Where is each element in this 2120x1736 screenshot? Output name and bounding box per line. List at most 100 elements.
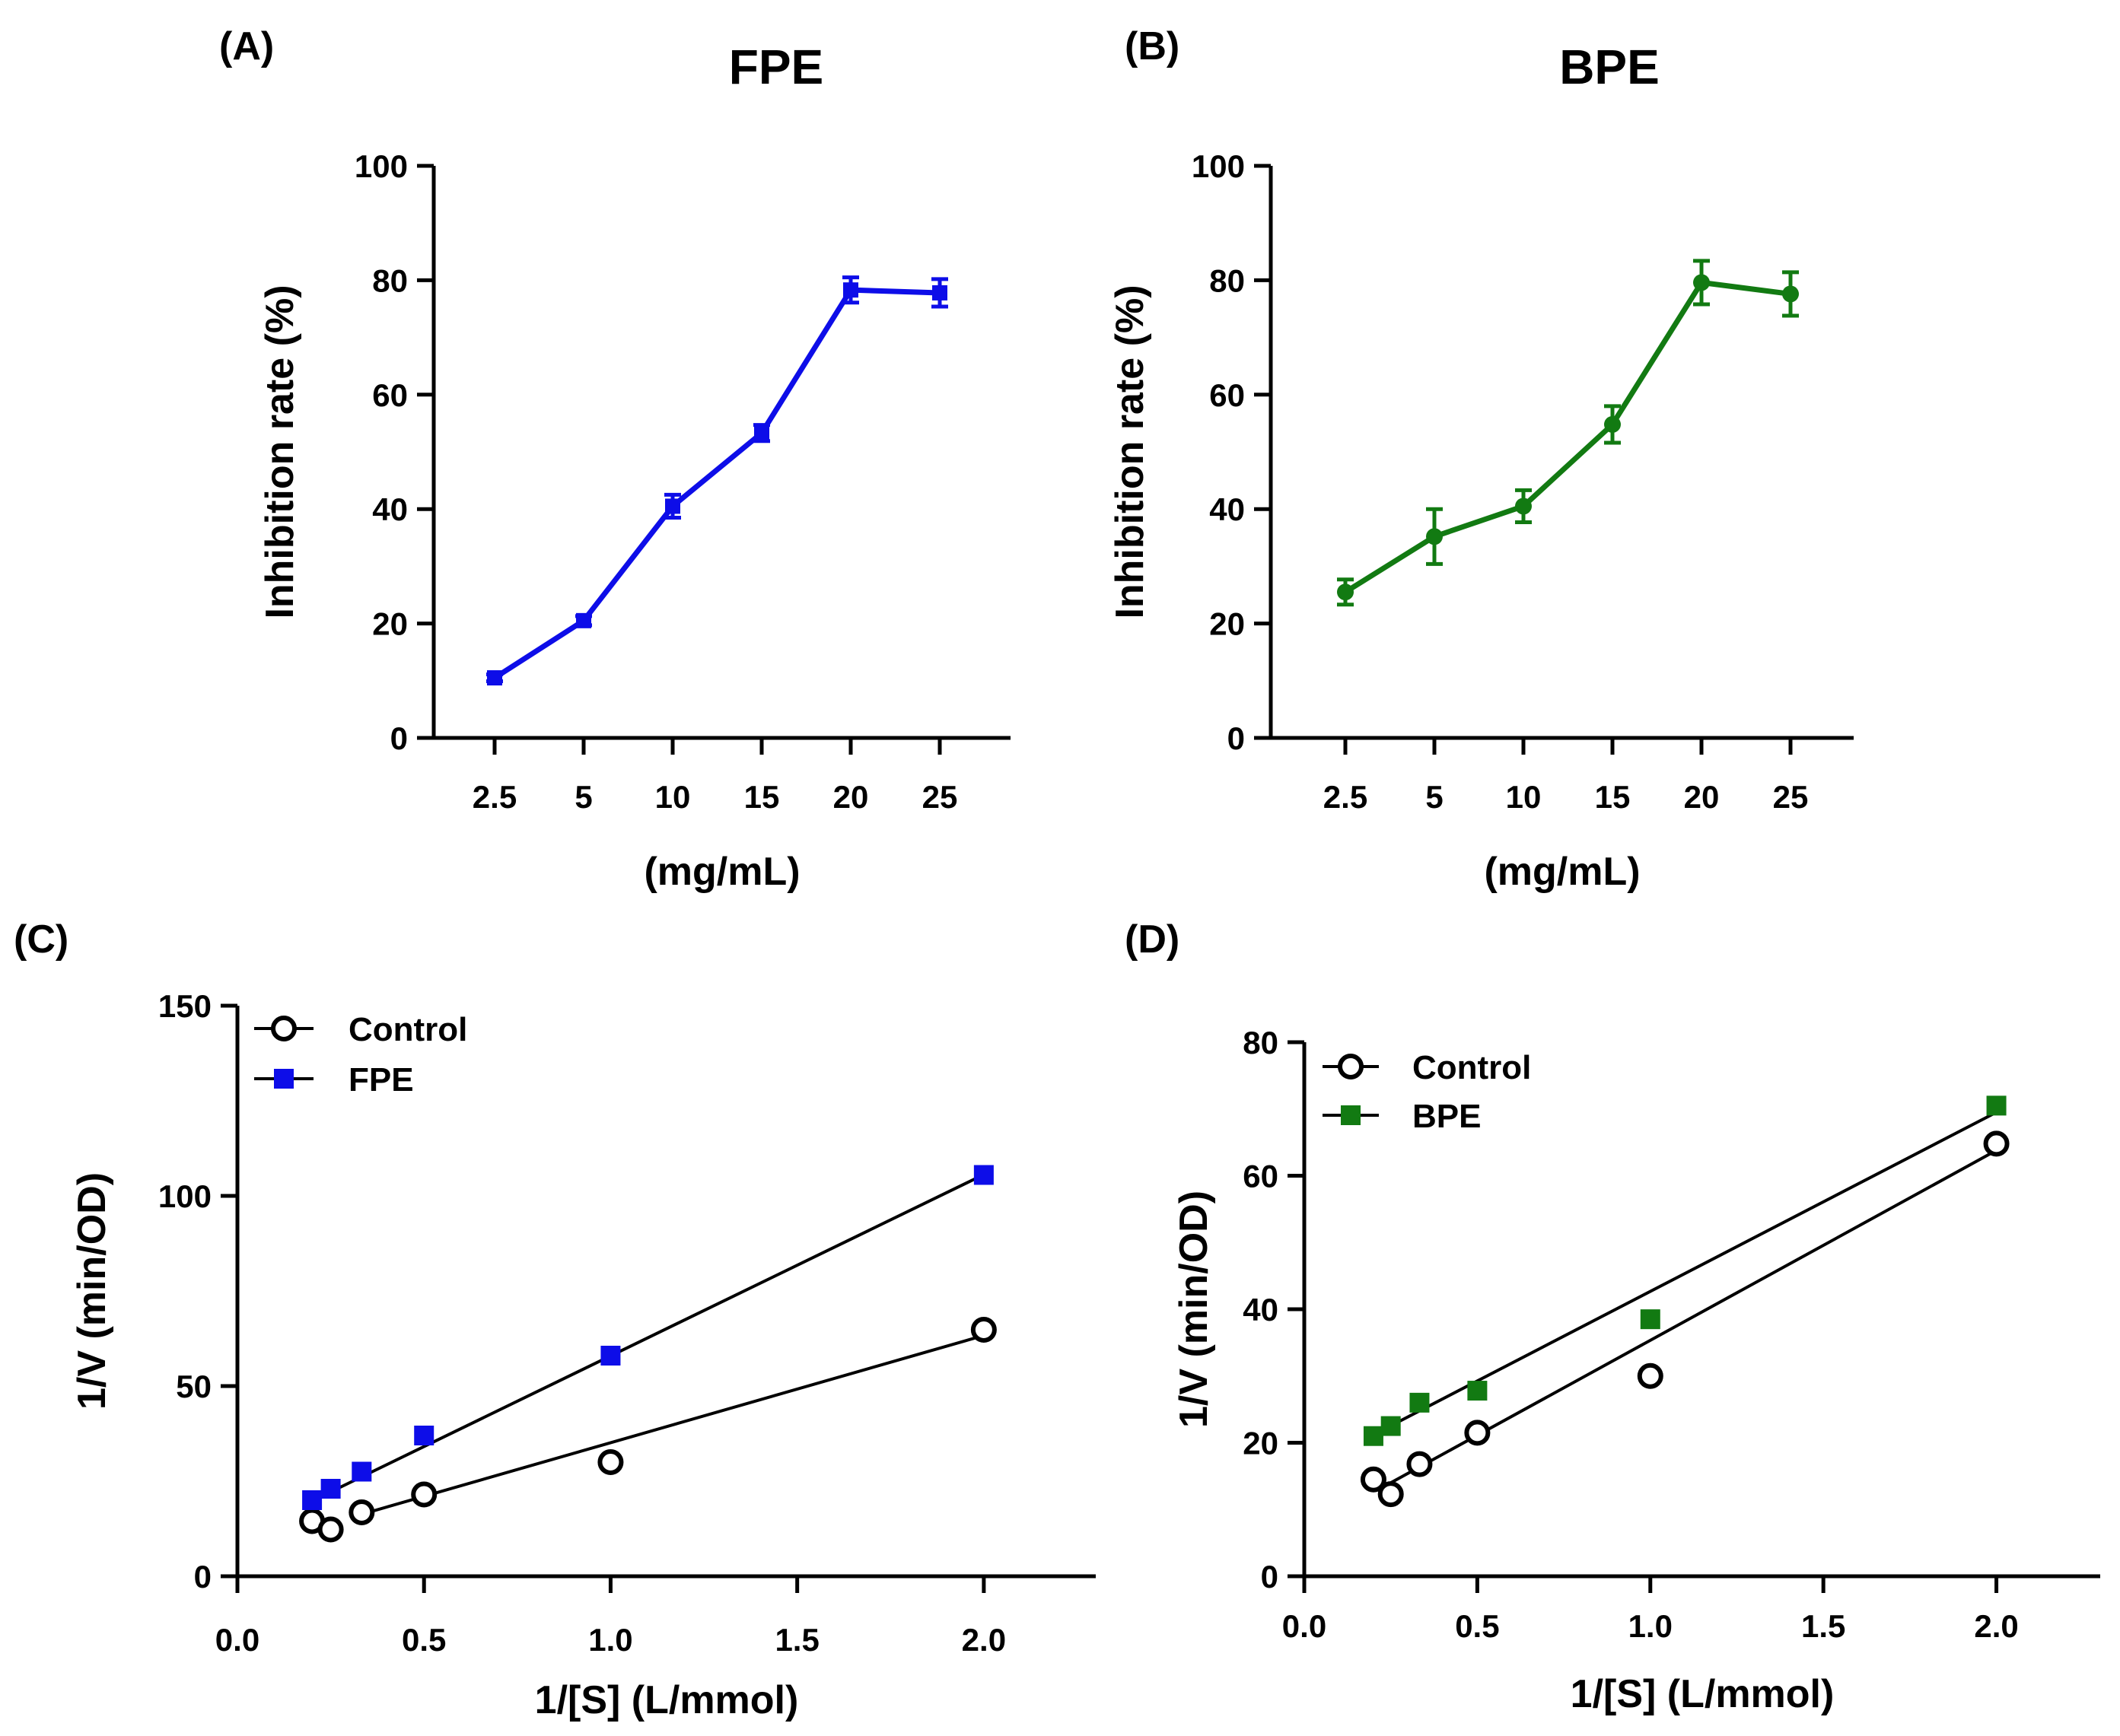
x-axis-title: 1/[S] (L/mmol) [1571,1672,1835,1716]
legend-marker [271,1016,297,1041]
x-tick-label: 20 [833,779,869,815]
y-tick-label: 100 [355,148,408,184]
data-point [970,1317,997,1343]
y-axis-title: Inhibition rate (%) [1108,285,1152,618]
panel-title: BPE [1559,40,1660,94]
data-point [1693,274,1710,291]
data-point [1380,1416,1401,1436]
y-axis-title: 1/V (min/OD) [1172,1191,1216,1428]
data-point [1363,1426,1383,1446]
data-point [665,498,680,514]
data-point [1640,1309,1660,1330]
data-point [1782,285,1799,303]
legend-marker [274,1069,294,1089]
legend-label: Control [1412,1049,1531,1086]
data-point [487,670,502,686]
y-tick-label: 80 [1243,1025,1278,1060]
y-tick-label: 80 [1209,262,1245,298]
x-tick-label: 2.5 [1323,779,1367,815]
fit-line [311,1173,985,1502]
x-tick-label: 15 [1595,779,1631,815]
series-line [493,287,941,680]
x-axis-title: (mg/mL) [1484,850,1640,894]
x-tick-label: 0.0 [215,1622,259,1658]
y-tick-label: 40 [1243,1292,1278,1327]
panel-title: FPE [729,40,823,94]
x-axis-title: (mg/mL) [644,850,800,894]
data-point [1604,415,1621,433]
data-point [1464,1420,1491,1446]
y-tick-label: 100 [158,1178,212,1214]
legend-label: FPE [349,1061,414,1099]
fit-line [361,1334,985,1516]
x-tick-label: 25 [922,779,958,815]
x-tick-label: 2.5 [473,779,517,815]
x-tick-label: 5 [575,779,592,815]
data-point [352,1461,372,1482]
x-tick-label: 2.0 [962,1622,1006,1658]
y-tick-label: 20 [372,606,408,642]
y-tick-label: 20 [1209,606,1245,642]
legend-label: Control [349,1011,467,1048]
data-point [600,1346,621,1366]
data-point [1515,498,1532,515]
data-point [1986,1095,2007,1116]
panel-label: (A) [219,24,274,68]
y-tick-label: 60 [1243,1159,1278,1194]
data-point [754,425,769,441]
fit-line [1389,1149,1997,1484]
x-tick-label: 0.5 [402,1622,446,1658]
panel-d: (D) 0 20 40 60 80 0.0 0.5 1.0 1.5 2.0 1/[S] (L/mmol… [1125,917,2100,1716]
data-point [414,1426,435,1445]
y-tick-label: 60 [1209,377,1245,413]
panel-label: (D) [1125,917,1179,962]
data-point [576,612,591,628]
x-tick-label: 25 [1773,779,1809,815]
y-tick-label: 0 [1227,720,1245,756]
data-point [1377,1481,1404,1508]
data-point [317,1516,344,1543]
x-tick-label: 0.0 [1282,1608,1326,1644]
panel-a: (A) FPE 0 20 40 60 80 100 2.5 5 10 15 20 25 (mg/mL) Inh… [219,24,1011,894]
x-tick-label: 20 [1684,779,1720,815]
data-point [1983,1130,2010,1157]
y-axis-title: Inhibition rate (%) [258,285,302,618]
series-line [1344,279,1791,595]
x-tick-label: 15 [744,779,780,815]
y-tick-label: 150 [158,988,212,1024]
y-tick-label: 60 [372,377,408,413]
y-tick-label: 80 [372,262,408,298]
x-tick-label: 2.0 [1974,1608,2018,1644]
y-axis-title: 1/V (min/OD) [70,1172,114,1410]
data-point [932,285,947,300]
y-tick-label: 40 [1209,491,1245,527]
data-point [1360,1466,1386,1493]
data-point [1409,1392,1430,1413]
data-point [349,1499,375,1525]
data-point [1337,583,1354,601]
data-point [320,1479,341,1499]
y-tick-label: 40 [372,491,408,527]
y-tick-label: 0 [1261,1559,1278,1595]
y-tick-label: 20 [1243,1426,1278,1461]
data-point [1467,1381,1488,1401]
x-tick-label: 1.0 [1628,1608,1673,1644]
panel-label: (B) [1125,24,1179,68]
y-tick-label: 50 [176,1369,212,1404]
legend-marker [1341,1105,1361,1125]
y-tick-label: 0 [390,720,408,756]
legend-label: BPE [1412,1098,1481,1135]
x-tick-label: 1.5 [1801,1608,1845,1644]
fit-line [1373,1111,1997,1436]
x-tick-label: 0.5 [1455,1608,1499,1644]
data-point [597,1449,624,1475]
y-tick-label: 100 [1192,148,1245,184]
panel-label: (C) [14,917,68,962]
x-tick-label: 1.5 [775,1622,819,1658]
data-point [302,1490,323,1510]
y-tick-label: 0 [194,1559,212,1595]
x-tick-label: 5 [1425,779,1443,815]
data-point [411,1481,438,1508]
x-axis-title: 1/[S] (L/mmol) [535,1678,799,1722]
data-point [1406,1451,1433,1477]
